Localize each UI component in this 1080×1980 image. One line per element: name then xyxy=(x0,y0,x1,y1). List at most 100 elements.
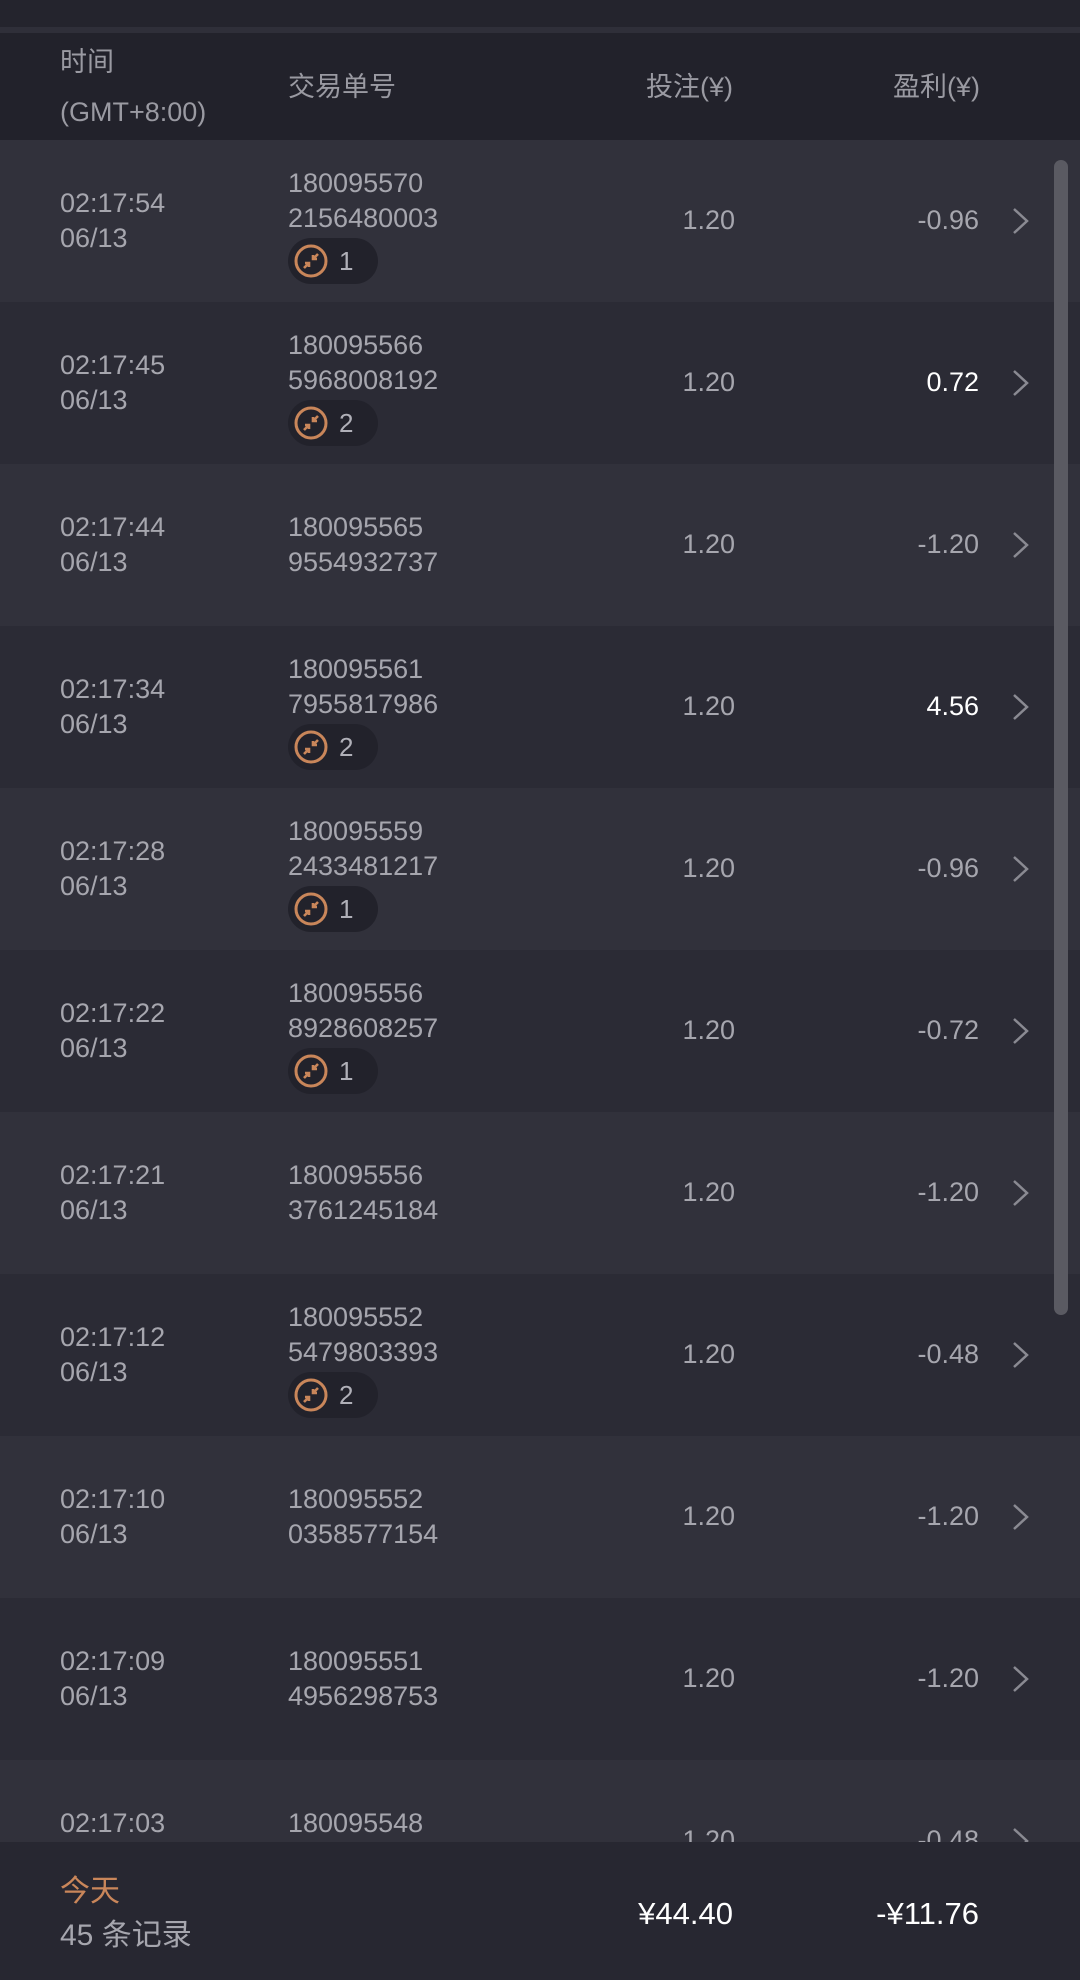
badge-count: 1 xyxy=(339,245,354,276)
badge-count: 2 xyxy=(339,1379,354,1410)
order-line-1: 180095566 xyxy=(288,330,424,360)
chevron-right-icon[interactable] xyxy=(1010,854,1032,884)
row-time: 02:17:28 06/13 xyxy=(60,834,165,904)
bet-amount: 1.20 xyxy=(682,367,735,397)
bet-amount: 1.20 xyxy=(682,691,735,721)
order-line-2: 0358577154 xyxy=(288,1519,439,1549)
badge-count: 1 xyxy=(339,893,354,924)
time-value: 02:17:44 xyxy=(60,512,166,542)
order-number: 180095570 2156480003 1 xyxy=(288,166,438,288)
total-profit: -¥11.76 xyxy=(876,1896,979,1931)
order-line-2: 4956298753 xyxy=(288,1681,439,1711)
header-order: 交易单号 xyxy=(288,72,396,102)
divider xyxy=(0,27,1080,33)
timezone-label: (GMT+8:00) xyxy=(60,97,207,127)
top-bar xyxy=(0,0,1080,27)
order-line-1: 180095552 xyxy=(288,1302,424,1332)
order-number: 180095552 5479803393 2 xyxy=(288,1300,438,1422)
bet-amount: 1.20 xyxy=(682,1177,735,1207)
time-value: 02:17:45 xyxy=(60,350,166,380)
profit-amount: -1.20 xyxy=(917,1177,979,1207)
order-line-2: 5479803393 xyxy=(288,1337,439,1367)
time-value: 02:17:09 xyxy=(60,1646,166,1676)
row-time: 02:17:54 06/13 xyxy=(60,186,165,256)
merge-arrows-icon xyxy=(294,892,328,926)
bet-amount: 1.20 xyxy=(682,1501,735,1531)
order-number: 180095552 0358577154 xyxy=(288,1482,438,1552)
total-bet: ¥44.40 xyxy=(638,1896,733,1931)
chevron-right-icon[interactable] xyxy=(1010,206,1032,236)
scrollbar[interactable] xyxy=(1054,160,1068,1315)
order-number: 180095559 2433481217 1 xyxy=(288,814,438,936)
order-line-2: 2433481217 xyxy=(288,851,439,881)
row-time: 02:17:45 06/13 xyxy=(60,348,165,418)
bet-amount: 1.20 xyxy=(682,205,735,235)
table-row[interactable]: 02:17:10 06/13 180095552 0358577154 1.20 -1.2… xyxy=(0,1436,1080,1598)
profit-amount: -1.20 xyxy=(917,1663,979,1693)
order-number: 180095556 8928608257 1 xyxy=(288,976,438,1098)
combo-badge: 2 xyxy=(288,1372,378,1418)
table-row[interactable]: 02:17:12 06/13 180095552 5479803393 2 1.20 -0.… xyxy=(0,1274,1080,1436)
badge-count: 2 xyxy=(339,407,354,438)
order-number: 180095556 3761245184 xyxy=(288,1158,438,1228)
chevron-right-icon[interactable] xyxy=(1010,692,1032,722)
table-row[interactable]: 02:17:09 06/13 180095551 4956298753 1.20 -1.2… xyxy=(0,1598,1080,1760)
time-value: 02:17:28 xyxy=(60,836,166,866)
header-time: 时间 (GMT+8:00) xyxy=(60,37,206,137)
chevron-right-icon[interactable] xyxy=(1010,1502,1032,1532)
time-value: 02:17:34 xyxy=(60,674,166,704)
date-value: 06/13 xyxy=(60,385,128,415)
order-line-1: 180095556 xyxy=(288,978,424,1008)
chevron-right-icon[interactable] xyxy=(1010,1826,1032,1842)
combo-badge: 1 xyxy=(288,238,378,284)
order-line-2: 2156480003 xyxy=(288,203,439,233)
row-time: 02:17:44 06/13 xyxy=(60,510,165,580)
bet-amount: 1.20 xyxy=(682,1825,735,1842)
bet-amount: 1.20 xyxy=(682,853,735,883)
order-line-1: 180095556 xyxy=(288,1160,424,1190)
combo-badge: 2 xyxy=(288,724,378,770)
order-line-1: 180095570 xyxy=(288,168,424,198)
order-line-1: 180095551 xyxy=(288,1646,424,1676)
time-value: 02:17:12 xyxy=(60,1322,166,1352)
badge-count: 2 xyxy=(339,731,354,762)
profit-amount: -0.96 xyxy=(917,853,979,883)
date-value: 06/13 xyxy=(60,547,128,577)
chevron-right-icon[interactable] xyxy=(1010,1340,1032,1370)
date-value: 06/13 xyxy=(60,223,128,253)
table-row[interactable]: 02:17:45 06/13 180095566 5968008192 2 1.20 0.7… xyxy=(0,302,1080,464)
profit-amount: -1.20 xyxy=(917,529,979,559)
table-row[interactable]: 02:17:21 06/13 180095556 3761245184 1.20 -1.2… xyxy=(0,1112,1080,1274)
chevron-right-icon[interactable] xyxy=(1010,1664,1032,1694)
bet-amount: 1.20 xyxy=(682,1663,735,1693)
time-value: 02:17:54 xyxy=(60,188,166,218)
chevron-right-icon[interactable] xyxy=(1010,368,1032,398)
chevron-right-icon[interactable] xyxy=(1010,530,1032,560)
time-label: 时间 xyxy=(60,47,114,77)
chevron-right-icon[interactable] xyxy=(1010,1016,1032,1046)
order-number: 180095565 9554932737 xyxy=(288,510,438,580)
profit-amount: -1.20 xyxy=(917,1501,979,1531)
combo-badge: 1 xyxy=(288,886,378,932)
profit-amount: -0.72 xyxy=(917,1015,979,1045)
table-row[interactable]: 02:17:34 06/13 180095561 7955817986 2 1.20 4.5… xyxy=(0,626,1080,788)
order-number: 180095566 5968008192 2 xyxy=(288,328,438,450)
row-time: 02:17:09 06/13 xyxy=(60,1644,165,1714)
table-row[interactable]: 02:17:22 06/13 180095556 8928608257 1 1.20 -0.… xyxy=(0,950,1080,1112)
chevron-right-icon[interactable] xyxy=(1010,1178,1032,1208)
today-label: 今天 xyxy=(60,1875,120,1908)
bet-amount: 1.20 xyxy=(682,529,735,559)
order-number: 180095551 4956298753 xyxy=(288,1644,438,1714)
table-row[interactable]: 02:17:54 06/13 180095570 2156480003 1 1.20 -0.… xyxy=(0,140,1080,302)
table-row[interactable]: 02:17:03 1800955487827556353 1.20 -0.48 xyxy=(0,1760,1080,1842)
time-value: 02:17:21 xyxy=(60,1160,166,1190)
order-number: 1800955487827556353 xyxy=(288,1806,438,1842)
bet-list: 02:17:54 06/13 180095570 2156480003 1 1.20 -0.… xyxy=(0,140,1080,1842)
row-time: 02:17:03 xyxy=(60,1806,165,1841)
profit-amount: -0.96 xyxy=(917,205,979,235)
date-value: 06/13 xyxy=(60,1357,128,1387)
table-row[interactable]: 02:17:44 06/13 180095565 9554932737 1.20 -1.2… xyxy=(0,464,1080,626)
row-time: 02:17:12 06/13 xyxy=(60,1320,165,1390)
table-row[interactable]: 02:17:28 06/13 180095559 2433481217 1 1.20 -0.… xyxy=(0,788,1080,950)
date-value: 06/13 xyxy=(60,1195,128,1225)
